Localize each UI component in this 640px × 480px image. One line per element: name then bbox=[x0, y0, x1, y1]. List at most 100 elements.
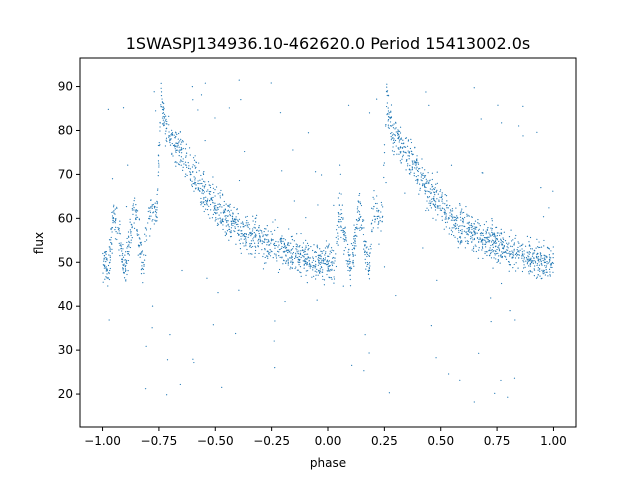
data-point bbox=[391, 150, 394, 152]
data-point bbox=[295, 248, 297, 250]
data-point bbox=[490, 241, 493, 243]
data-point bbox=[118, 242, 120, 244]
data-point bbox=[377, 223, 379, 225]
data-point bbox=[131, 207, 133, 210]
data-point bbox=[526, 251, 528, 253]
data-point bbox=[489, 253, 492, 255]
data-point bbox=[111, 227, 113, 229]
data-point bbox=[217, 291, 219, 294]
data-point bbox=[214, 204, 216, 207]
data-point bbox=[115, 226, 117, 228]
data-point bbox=[177, 142, 179, 144]
data-point bbox=[381, 221, 383, 223]
data-point bbox=[459, 379, 461, 381]
data-point bbox=[368, 254, 370, 256]
data-point bbox=[537, 258, 539, 260]
data-point bbox=[200, 94, 203, 96]
data-point bbox=[175, 151, 177, 154]
data-point bbox=[473, 230, 475, 232]
data-point bbox=[194, 179, 196, 181]
data-point bbox=[296, 244, 299, 246]
data-point bbox=[329, 250, 331, 252]
data-point bbox=[498, 255, 500, 257]
data-point bbox=[234, 223, 236, 225]
data-point bbox=[131, 209, 133, 211]
data-point bbox=[165, 128, 167, 130]
data-point bbox=[456, 219, 458, 222]
data-point bbox=[383, 266, 386, 268]
data-point bbox=[195, 161, 197, 163]
data-point bbox=[155, 209, 157, 211]
data-point bbox=[151, 204, 153, 206]
data-point bbox=[178, 155, 180, 157]
data-point bbox=[112, 206, 115, 208]
data-point bbox=[288, 228, 290, 230]
data-point bbox=[140, 252, 142, 254]
data-point bbox=[451, 227, 453, 229]
data-point bbox=[511, 256, 513, 258]
data-point bbox=[506, 246, 508, 248]
data-point bbox=[541, 277, 543, 279]
data-point bbox=[288, 249, 290, 251]
data-point bbox=[528, 265, 530, 267]
data-point bbox=[154, 219, 156, 221]
data-point bbox=[287, 261, 289, 263]
data-point bbox=[494, 245, 497, 248]
data-point bbox=[104, 278, 106, 280]
data-point bbox=[121, 260, 123, 262]
data-point bbox=[110, 239, 112, 241]
data-point bbox=[237, 226, 239, 228]
data-point bbox=[140, 273, 143, 275]
data-point bbox=[234, 221, 236, 223]
data-point bbox=[439, 190, 441, 193]
data-point bbox=[431, 186, 433, 188]
data-point bbox=[532, 252, 534, 254]
data-point bbox=[150, 207, 152, 209]
data-point bbox=[528, 259, 530, 262]
data-point bbox=[257, 242, 260, 244]
data-point bbox=[158, 164, 160, 166]
data-point bbox=[171, 133, 174, 135]
data-point bbox=[266, 238, 268, 241]
y-tick-label: 60 bbox=[58, 211, 73, 225]
data-point bbox=[478, 238, 480, 241]
data-point bbox=[300, 256, 302, 259]
data-point bbox=[318, 271, 321, 273]
data-point bbox=[238, 218, 241, 220]
data-point bbox=[494, 241, 496, 243]
data-point bbox=[105, 266, 107, 268]
data-point bbox=[145, 235, 147, 237]
data-point bbox=[373, 205, 375, 208]
data-point bbox=[195, 187, 197, 189]
data-point bbox=[445, 215, 447, 217]
data-point bbox=[246, 248, 248, 251]
data-point bbox=[381, 204, 383, 206]
data-point bbox=[435, 219, 437, 221]
data-point bbox=[149, 235, 151, 237]
data-point bbox=[173, 134, 175, 136]
data-point bbox=[344, 232, 346, 234]
data-point bbox=[107, 277, 110, 279]
data-point bbox=[461, 225, 463, 227]
data-point bbox=[243, 245, 245, 247]
data-point bbox=[413, 160, 415, 162]
data-point bbox=[295, 246, 298, 248]
data-point bbox=[266, 241, 268, 243]
data-point bbox=[540, 246, 543, 248]
data-point bbox=[538, 264, 541, 266]
data-point bbox=[307, 132, 310, 134]
data-point bbox=[291, 259, 294, 261]
data-point bbox=[331, 269, 333, 271]
data-point bbox=[410, 138, 412, 140]
data-point bbox=[518, 254, 520, 256]
data-point bbox=[336, 224, 338, 227]
data-point bbox=[405, 169, 407, 171]
data-point bbox=[460, 210, 462, 212]
data-point bbox=[250, 242, 253, 245]
data-point bbox=[548, 254, 551, 256]
data-point bbox=[197, 180, 199, 182]
data-point bbox=[222, 228, 224, 231]
data-point bbox=[250, 235, 252, 237]
data-point bbox=[327, 267, 329, 269]
data-point bbox=[478, 249, 480, 251]
